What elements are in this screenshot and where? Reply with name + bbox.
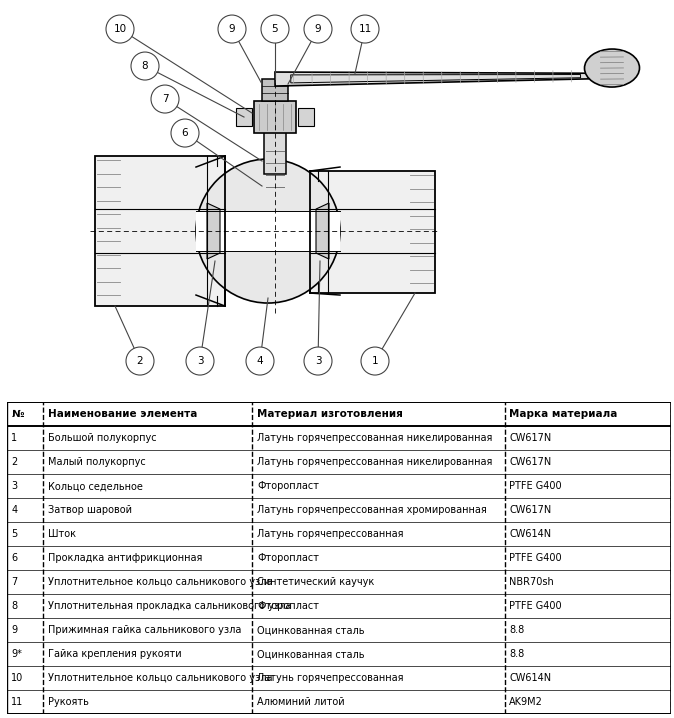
Text: CW617N: CW617N <box>510 433 551 443</box>
Text: 11: 11 <box>359 24 371 34</box>
Text: PTFE G400: PTFE G400 <box>510 554 562 563</box>
Circle shape <box>151 85 179 113</box>
Bar <box>196 211 340 251</box>
Text: Малый полукорпус: Малый полукорпус <box>48 457 146 467</box>
Circle shape <box>304 347 332 375</box>
Circle shape <box>351 15 379 43</box>
Bar <box>310 171 435 293</box>
Circle shape <box>196 159 340 303</box>
Text: Уплотнительная прокладка сальникового узла: Уплотнительная прокладка сальникового уз… <box>48 601 291 611</box>
Circle shape <box>131 52 159 80</box>
Text: 3: 3 <box>197 356 204 366</box>
Text: Оцинкованная сталь: Оцинкованная сталь <box>257 649 365 659</box>
Text: Латунь горячепрессованная никелированная: Латунь горячепрессованная никелированная <box>257 457 493 467</box>
Text: NBR70sh: NBR70sh <box>510 577 554 587</box>
Text: 7: 7 <box>11 577 18 587</box>
Text: Затвор шаровой: Затвор шаровой <box>48 505 132 516</box>
Text: Прижимная гайка сальникового узла: Прижимная гайка сальникового узла <box>48 625 241 635</box>
Text: PTFE G400: PTFE G400 <box>510 481 562 491</box>
Text: Латунь горячепрессованная: Латунь горячепрессованная <box>257 673 404 684</box>
Text: Уплотнительное кольцо сальникового узла: Уплотнительное кольцо сальникового узла <box>48 673 272 684</box>
Text: 9: 9 <box>315 24 321 34</box>
Text: Алюминий литой: Алюминий литой <box>257 697 344 707</box>
Circle shape <box>106 15 134 43</box>
Text: 8.8: 8.8 <box>510 649 524 659</box>
Text: Наименование элемента: Наименование элемента <box>48 409 197 419</box>
Bar <box>95 156 225 306</box>
Bar <box>264 131 286 174</box>
Text: 10: 10 <box>11 673 24 684</box>
Circle shape <box>218 15 246 43</box>
Text: 8: 8 <box>142 61 148 71</box>
Text: 5: 5 <box>11 529 18 539</box>
Circle shape <box>186 347 214 375</box>
Text: 10: 10 <box>113 24 127 34</box>
Text: 6: 6 <box>182 128 188 138</box>
Text: 8.8: 8.8 <box>510 625 524 635</box>
Text: 4: 4 <box>11 505 18 516</box>
Circle shape <box>126 347 154 375</box>
Polygon shape <box>316 203 329 259</box>
Text: 2: 2 <box>137 356 144 366</box>
Text: Синтетический каучук: Синтетический каучук <box>257 577 374 587</box>
Text: 5: 5 <box>272 24 278 34</box>
Text: PTFE G400: PTFE G400 <box>510 601 562 611</box>
Text: Латунь горячепрессованная никелированная: Латунь горячепрессованная никелированная <box>257 433 493 443</box>
Text: Оцинкованная сталь: Оцинкованная сталь <box>257 625 365 635</box>
Text: 9: 9 <box>228 24 235 34</box>
Bar <box>236 108 252 126</box>
Text: AK9M2: AK9M2 <box>510 697 543 707</box>
Text: 11: 11 <box>11 697 24 707</box>
Text: 1: 1 <box>371 356 378 366</box>
Circle shape <box>361 347 389 375</box>
Text: Гайка крепления рукояти: Гайка крепления рукояти <box>48 649 181 659</box>
Text: Рукоять: Рукоять <box>48 697 89 707</box>
Circle shape <box>261 15 289 43</box>
Text: 2: 2 <box>11 457 18 467</box>
Ellipse shape <box>584 49 640 87</box>
Bar <box>262 79 288 101</box>
Text: 1: 1 <box>11 433 18 443</box>
Text: 4: 4 <box>257 356 264 366</box>
Text: Кольцо седельное: Кольцо седельное <box>48 481 143 491</box>
Text: Материал изготовления: Материал изготовления <box>257 409 403 419</box>
Text: Марка материала: Марка материала <box>510 409 617 419</box>
Text: 9*: 9* <box>11 649 22 659</box>
Text: Латунь горячепрессованная: Латунь горячепрессованная <box>257 529 404 539</box>
Text: 9: 9 <box>11 625 18 635</box>
Text: Прокладка антифрикционная: Прокладка антифрикционная <box>48 554 202 563</box>
Text: CW614N: CW614N <box>510 673 551 684</box>
Text: CW614N: CW614N <box>510 529 551 539</box>
Text: Шток: Шток <box>48 529 76 539</box>
Text: Латунь горячепрессованная хромированная: Латунь горячепрессованная хромированная <box>257 505 487 516</box>
Text: Большой полукорпус: Большой полукорпус <box>48 433 156 443</box>
Text: 8: 8 <box>11 601 18 611</box>
Text: Фторопласт: Фторопласт <box>257 554 319 563</box>
Text: Фторопласт: Фторопласт <box>257 481 319 491</box>
Circle shape <box>171 119 199 147</box>
Text: Фторопласт: Фторопласт <box>257 601 319 611</box>
Text: Уплотнительное кольцо сальникового узла: Уплотнительное кольцо сальникового узла <box>48 577 272 587</box>
Polygon shape <box>207 203 220 259</box>
Text: 7: 7 <box>162 94 168 104</box>
Circle shape <box>246 347 274 375</box>
Text: CW617N: CW617N <box>510 457 551 467</box>
Text: CW617N: CW617N <box>510 505 551 516</box>
Text: 3: 3 <box>11 481 18 491</box>
Text: 3: 3 <box>315 356 321 366</box>
Text: 6: 6 <box>11 554 18 563</box>
Text: №: № <box>11 409 24 419</box>
Bar <box>298 108 314 126</box>
Circle shape <box>304 15 332 43</box>
Polygon shape <box>275 72 590 86</box>
Bar <box>254 101 296 133</box>
